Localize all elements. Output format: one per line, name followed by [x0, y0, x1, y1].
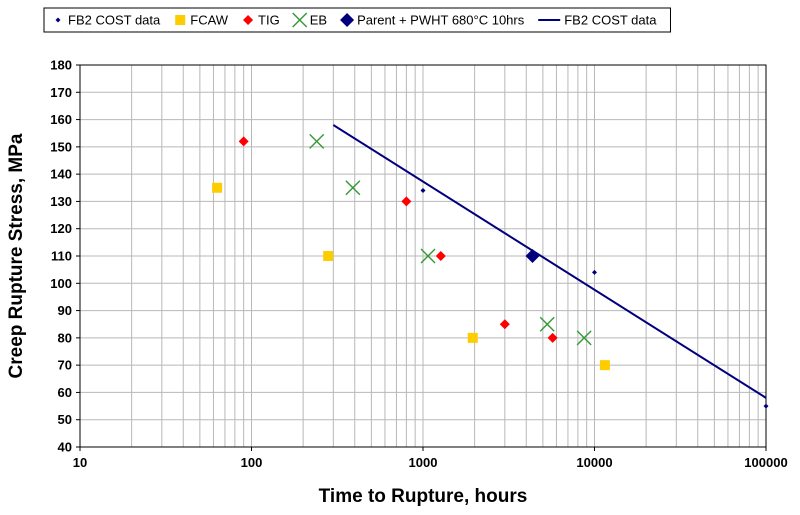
y-tick-label: 50: [58, 412, 72, 427]
fb2-cost-data-point: [592, 269, 597, 275]
eb-point: [576, 330, 592, 346]
fcaw-point: [212, 182, 223, 193]
y-tick-label: 80: [58, 330, 72, 345]
y-tick-label: 70: [58, 358, 72, 373]
legend-label: Parent + PWHT 680°C 10hrs: [357, 13, 525, 28]
fcaw-point: [467, 332, 478, 343]
y-axis-title: Creep Rupture Stress, MPa: [6, 133, 27, 378]
legend-item-fb2-cost-data: FB2 COST data: [55, 13, 161, 28]
eb-point: [345, 180, 361, 196]
tig-point: [499, 319, 510, 330]
eb-point: [420, 248, 436, 264]
y-tick-label: 100: [50, 276, 72, 291]
y-tick-label: 130: [50, 194, 72, 209]
legend-item-parent-pwht-680-c-10hrs: Parent + PWHT 680°C 10hrs: [340, 13, 525, 28]
fcaw-point: [599, 360, 610, 371]
fb2-cost-data-trend-line: [332, 124, 767, 399]
legend-marker-swatch: [55, 17, 61, 23]
y-tick-label: 150: [50, 139, 72, 154]
y-tick-label: 110: [51, 249, 72, 264]
legend-label: FB2 COST data: [68, 13, 161, 28]
legend-item-fcaw: FCAW: [175, 13, 229, 28]
x-tick-label: 10: [73, 455, 87, 470]
x-tick-label: 1000: [409, 455, 438, 470]
tig-point: [401, 196, 412, 207]
x-tick-label: 10000: [576, 455, 612, 470]
y-tick-label: 180: [50, 58, 72, 73]
grid: [79, 64, 767, 448]
y-tick-label: 140: [50, 167, 72, 182]
x-tick-label: 100: [241, 455, 263, 470]
fb2-cost-data-point: [763, 403, 769, 409]
x-tick-label: 100000: [744, 455, 787, 470]
data-series: [212, 124, 769, 409]
legend-marker-swatch: [243, 15, 254, 25]
eb-point: [309, 133, 325, 149]
legend-label: FCAW: [190, 13, 229, 28]
y-tick-label: 40: [58, 440, 72, 455]
x-axis-title: Time to Rupture, hours: [319, 486, 528, 507]
tig-point: [435, 251, 446, 261]
legend-label: TIG: [258, 13, 280, 28]
legend-marker-swatch: [292, 12, 308, 28]
tig-point: [238, 136, 249, 147]
legend-box: [43, 7, 671, 33]
fb2-cost-data-point: [420, 188, 426, 194]
legend-item-fb2-cost-data: FB2 COST data: [538, 13, 657, 28]
x-axis-ticks: 10 100 1000 10000 100000: [73, 447, 788, 470]
y-tick-label: 60: [58, 385, 72, 400]
y-tick-label: 170: [50, 85, 72, 100]
tig-point: [547, 332, 558, 343]
y-tick-label: 90: [58, 303, 72, 318]
y-tick-label: 160: [50, 112, 72, 127]
legend: FB2 COST data FCAW TIG EB Parent + PWHT 680°…: [43, 7, 671, 33]
eb-point: [539, 316, 555, 332]
legend-item-eb: EB: [292, 12, 327, 28]
legend-marker-swatch: [340, 13, 355, 27]
y-tick-label: 120: [50, 221, 72, 236]
legend-item-tig: TIG: [243, 13, 280, 28]
legend-label: FB2 COST data: [564, 13, 657, 28]
fcaw-point: [323, 251, 334, 261]
y-axis-ticks: 40 50 60 70 80 90 100 110 120 130 140 150 160 170 180: [50, 58, 80, 455]
legend-marker-swatch: [175, 15, 186, 25]
legend-label: EB: [310, 13, 327, 28]
